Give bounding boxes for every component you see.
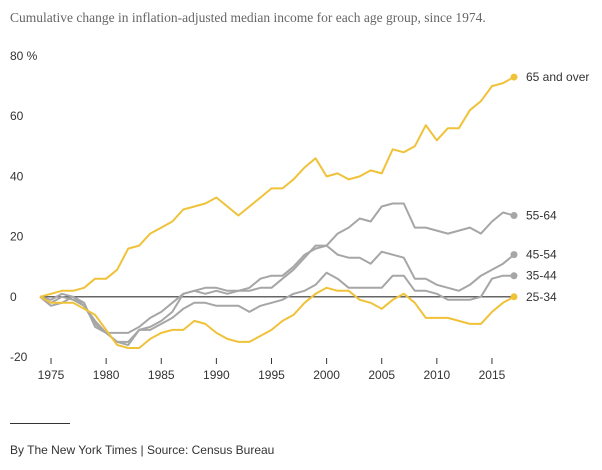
x-tick-label: 2005 xyxy=(368,368,395,382)
x-tick-label: 1995 xyxy=(258,368,285,382)
series-label: 45-54 xyxy=(526,248,557,262)
x-tick-label: 2015 xyxy=(479,368,506,382)
line-chart: -20 0 20 40 60 80 % 1975 1980 1985 1990 1995 2000 2… xyxy=(10,49,589,382)
series-end-dots xyxy=(510,73,518,301)
x-tick-label: 1985 xyxy=(148,368,175,382)
series-line xyxy=(39,271,514,346)
series-line xyxy=(39,244,515,334)
series-end-dot xyxy=(510,212,518,220)
series-label: 25-34 xyxy=(526,290,557,304)
x-tick-label: 2010 xyxy=(423,368,450,382)
y-tick-label: 20 xyxy=(10,230,24,244)
x-tick-label: 2000 xyxy=(313,368,340,382)
y-tick-label: 0 xyxy=(10,290,17,304)
y-axis: -20 0 20 40 60 80 % xyxy=(10,49,38,364)
y-tick-label: 80 % xyxy=(10,49,38,63)
series-end-dot xyxy=(510,293,518,301)
y-tick-label: 40 xyxy=(10,169,24,183)
y-tick-label: 60 xyxy=(10,109,24,123)
x-axis: 1975 1980 1985 1990 1995 2000 2005 2010 2015 xyxy=(38,358,506,382)
series-end-dot xyxy=(510,272,518,280)
footer-divider xyxy=(10,423,70,424)
series-line xyxy=(39,76,515,298)
chart-title: Cumulative change in inflation-adjusted … xyxy=(10,10,486,25)
series-line xyxy=(39,202,515,343)
series-line xyxy=(39,286,515,349)
y-tick-label: -20 xyxy=(10,350,28,364)
series-label: 35-44 xyxy=(526,269,557,283)
series-label: 55-64 xyxy=(526,209,557,223)
series-lines xyxy=(39,76,515,349)
series-label: 65 and over xyxy=(526,70,589,84)
x-tick-label: 1980 xyxy=(93,368,120,382)
x-tick-label: 1990 xyxy=(203,368,230,382)
x-tick-label: 1975 xyxy=(38,368,65,382)
series-end-dot xyxy=(510,73,518,81)
series-labels: 55-64 45-54 35-44 25-34 65 and over xyxy=(526,70,589,304)
source-credit: By The New York Times | Source: Census B… xyxy=(10,443,275,457)
series-end-dot xyxy=(510,251,518,259)
